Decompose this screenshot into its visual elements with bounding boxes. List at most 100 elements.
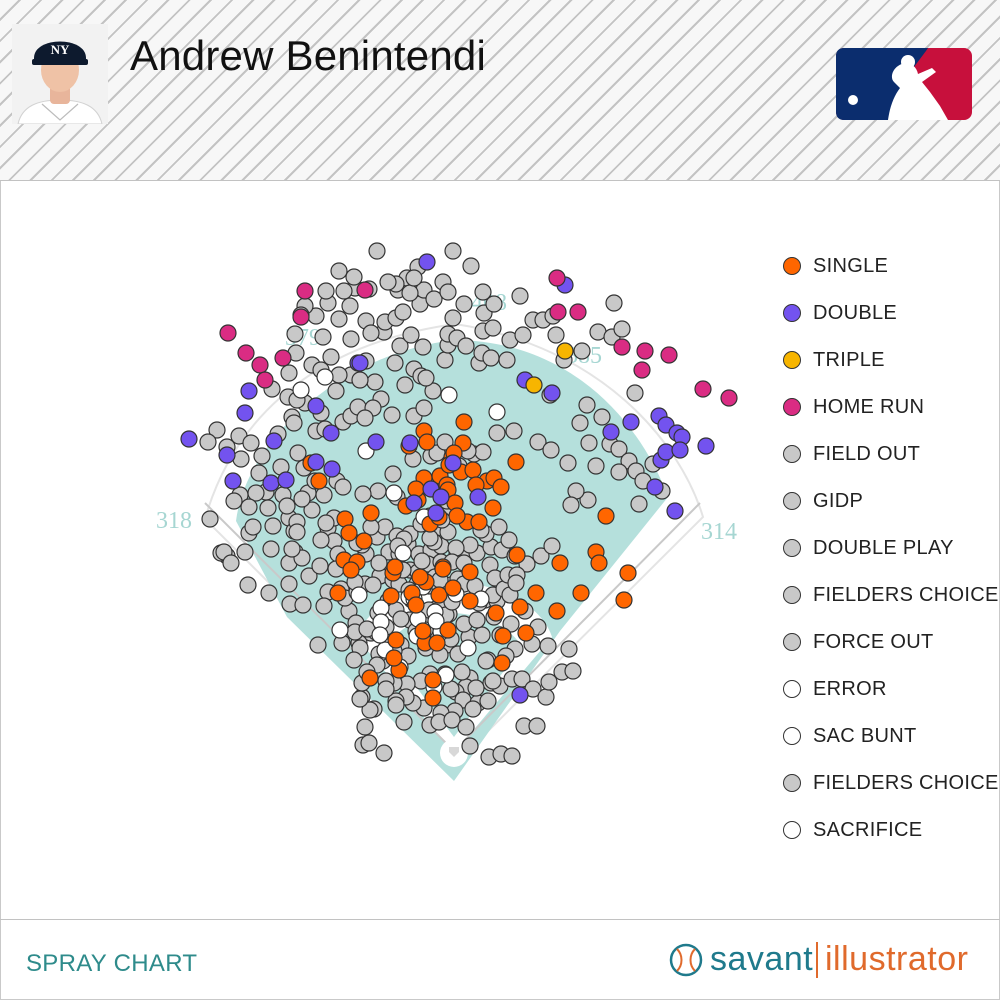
point-field-out: [201, 510, 219, 528]
point-single: [548, 602, 566, 620]
point-field-out: [311, 557, 329, 575]
point-double: [469, 488, 487, 506]
footer-title: SPRAY CHART: [26, 950, 198, 977]
legend-label: GIDP: [813, 490, 864, 512]
point-field-out: [342, 330, 360, 348]
legend-item-error: ERROR: [783, 678, 1000, 702]
point-field-out: [529, 433, 547, 451]
point-double: [351, 354, 369, 372]
point-field-out: [250, 464, 268, 482]
point-single: [572, 584, 590, 602]
point-double: [418, 253, 436, 271]
point-field-out: [377, 680, 395, 698]
point-single: [355, 532, 373, 550]
legend-swatch: [783, 680, 801, 698]
legend-swatch: [783, 398, 801, 416]
point-field-out: [300, 567, 318, 585]
legend-swatch: [783, 633, 801, 651]
point-single: [487, 604, 505, 622]
point-field-out: [401, 284, 419, 302]
point-field-out: [199, 433, 217, 451]
point-field-out: [498, 351, 516, 369]
point-single: [511, 598, 529, 616]
point-field-out: [537, 688, 555, 706]
point-double: [543, 384, 561, 402]
point-single: [310, 472, 328, 490]
point-home-run: [274, 349, 292, 367]
point-single: [362, 504, 380, 522]
point-field-out: [222, 554, 240, 572]
point-single: [386, 558, 404, 576]
player-headshot-image: NY: [12, 24, 108, 124]
point-single: [464, 461, 482, 479]
point-field-out: [361, 701, 379, 719]
point-field-out: [587, 457, 605, 475]
point-single: [527, 584, 545, 602]
point-double: [224, 472, 242, 490]
legend-label: FORCE OUT: [813, 631, 934, 653]
point-double: [180, 430, 198, 448]
legend-item-triple: TRIPLE: [783, 349, 1000, 373]
point-field-out: [559, 454, 577, 472]
point-field-out: [360, 734, 378, 752]
point-field-out: [322, 348, 340, 366]
point-field-out: [436, 351, 454, 369]
point-field-out: [490, 518, 508, 536]
point-field-out: [370, 554, 388, 572]
point-home-run: [549, 303, 567, 321]
point-double: [511, 686, 529, 704]
legend-label: TRIPLE: [813, 349, 885, 371]
point-field-out: [369, 482, 387, 500]
point-field-out: [236, 543, 254, 561]
point-field-out: [330, 310, 348, 328]
point-field-out: [293, 490, 311, 508]
point-single: [448, 507, 466, 525]
point-field-out: [368, 242, 386, 260]
point-field-out: [457, 718, 475, 736]
point-double: [367, 433, 385, 451]
point-field-out: [605, 294, 623, 312]
point-field-out: [477, 652, 495, 670]
home-plate: [449, 747, 459, 757]
point-field-out: [317, 282, 335, 300]
point-field-out: [392, 610, 410, 628]
point-double: [427, 504, 445, 522]
point-field-out: [375, 744, 393, 762]
legend-swatch: [783, 586, 801, 604]
player-name: Andrew Benintendi: [130, 32, 486, 79]
point-field-out: [511, 287, 529, 305]
point-field-out: [578, 396, 596, 414]
point-field-out: [239, 576, 257, 594]
point-field-out: [391, 337, 409, 355]
point-double: [323, 460, 341, 478]
point-single: [418, 433, 436, 451]
point-double: [265, 432, 283, 450]
legend-swatch: [783, 774, 801, 792]
point-error: [459, 639, 477, 657]
mlb-logo-graphic: [836, 48, 972, 120]
spray-chart-area: 318 379 408 385 314 SINGLE DOUBLE TRIPLE HO…: [0, 181, 1000, 919]
point-single: [361, 669, 379, 687]
distance-right-field: 314: [701, 519, 737, 545]
point-home-run: [569, 303, 587, 321]
point-double: [432, 488, 450, 506]
legend-item-fielders-choice-out: FIELDERS CHOICE O: [783, 772, 1000, 796]
baseball-icon: [669, 943, 703, 977]
svg-text:NY: NY: [51, 42, 70, 57]
legend-label: FIELDERS CHOICE O: [813, 772, 1000, 794]
point-field-out: [314, 328, 332, 346]
point-single: [329, 584, 347, 602]
point-error: [385, 484, 403, 502]
point-field-out: [285, 414, 303, 432]
legend-label: SAC BUNT: [813, 725, 917, 747]
point-field-out: [500, 531, 518, 549]
point-field-out: [424, 382, 442, 400]
point-double: [622, 413, 640, 431]
point-field-out: [528, 717, 546, 735]
point-single: [424, 689, 442, 707]
point-single: [551, 554, 569, 572]
legend-item-sacrifice: SACRIFICE: [783, 819, 1000, 843]
legend-label: FIELDERS CHOICE: [813, 584, 999, 606]
point-double: [262, 474, 280, 492]
point-home-run: [633, 361, 651, 379]
